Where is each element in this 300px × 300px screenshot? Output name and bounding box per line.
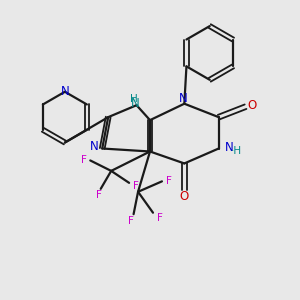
Text: F: F	[81, 155, 87, 165]
Text: N: N	[61, 85, 69, 98]
Text: N: N	[131, 97, 140, 110]
Text: H: H	[130, 94, 137, 104]
Text: ·H: ·H	[230, 146, 242, 156]
Text: O: O	[248, 99, 257, 112]
Text: N: N	[178, 92, 187, 105]
Text: F: F	[166, 176, 172, 186]
Text: N: N	[225, 140, 233, 154]
Text: F: F	[157, 213, 163, 223]
Text: F: F	[133, 181, 139, 191]
Text: F: F	[96, 190, 102, 200]
Text: O: O	[180, 190, 189, 203]
Text: F: F	[128, 216, 134, 226]
Text: N: N	[89, 140, 98, 153]
